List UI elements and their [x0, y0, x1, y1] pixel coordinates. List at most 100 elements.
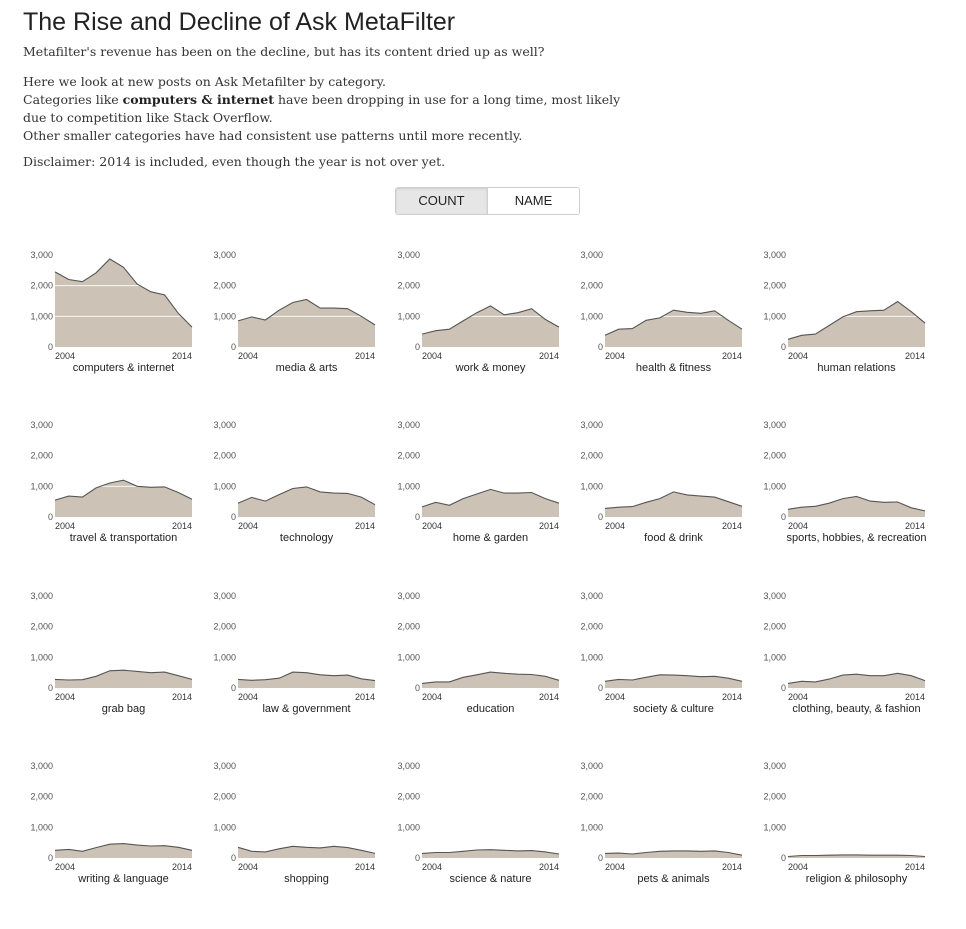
y-tick-label: 2,000 — [763, 281, 786, 291]
page-content: The Rise and Decline of Ask MetaFilter M… — [23, 8, 953, 171]
x-tick-label: 2014 — [355, 692, 375, 702]
x-tick-label: 2004 — [55, 692, 75, 702]
series-line — [54, 669, 193, 681]
y-tick-label: 2,000 — [213, 622, 236, 632]
y-tick-label: 2,000 — [30, 792, 53, 802]
x-tick-label: 2014 — [905, 692, 925, 702]
y-tick-label: 2,000 — [30, 451, 53, 461]
series-line — [604, 309, 743, 336]
y-tick-label: 3,000 — [397, 591, 420, 601]
x-tick-label: 2014 — [905, 351, 925, 361]
y-tick-label: 2,000 — [580, 622, 603, 632]
x-tick-label: 2014 — [539, 692, 559, 702]
category-label: writing & language — [77, 873, 169, 885]
area-fill — [422, 489, 559, 517]
y-tick-label: 1,000 — [580, 481, 603, 491]
area-fill — [422, 849, 559, 858]
y-tick-label: 2,000 — [30, 622, 53, 632]
y-tick-label: 3,000 — [30, 591, 53, 601]
category-label: society & culture — [633, 703, 714, 715]
chart-panel: 0 1,000 2,000 3,000 2004 2014 grab bag — [30, 591, 193, 715]
category-label: grab bag — [102, 703, 145, 715]
x-tick-label: 2004 — [55, 351, 75, 361]
area-fill — [238, 672, 375, 688]
y-tick-label: 2,000 — [763, 792, 786, 802]
category-label: law & government — [262, 703, 350, 715]
y-tick-label: 2,000 — [213, 451, 236, 461]
intro-line-2-start: Categories like — [23, 92, 123, 107]
category-label: health & fitness — [636, 362, 712, 374]
y-tick-label: 0 — [415, 342, 420, 352]
y-tick-label: 1,000 — [580, 822, 603, 832]
x-tick-label: 2004 — [605, 862, 625, 872]
y-tick-label: 1,000 — [397, 311, 420, 321]
y-tick-label: 0 — [231, 683, 236, 693]
chart-panel: 0 1,000 2,000 3,000 2004 2014 shopping — [213, 761, 376, 885]
area-fill — [788, 673, 925, 688]
x-tick-label: 2004 — [238, 692, 258, 702]
x-tick-label: 2014 — [539, 351, 559, 361]
x-tick-label: 2014 — [539, 862, 559, 872]
x-tick-label: 2004 — [238, 862, 258, 872]
area-fill — [788, 496, 925, 517]
x-tick-label: 2004 — [422, 692, 442, 702]
chart-panel: 0 1,000 2,000 3,000 2004 2014 media & arts — [213, 250, 376, 374]
x-tick-label: 2004 — [788, 862, 808, 872]
y-tick-label: 3,000 — [580, 761, 603, 771]
y-tick-label: 3,000 — [213, 250, 236, 260]
chart-panel: 0 1,000 2,000 3,000 2004 2014 work & money — [397, 250, 560, 374]
y-tick-label: 3,000 — [763, 250, 786, 260]
y-tick-label: 1,000 — [580, 652, 603, 662]
y-tick-label: 0 — [598, 512, 603, 522]
sort-toggle: COUNT NAME — [395, 187, 580, 215]
y-tick-label: 0 — [231, 853, 236, 863]
category-label: food & drink — [644, 532, 703, 544]
intro-line-2-end: have been dropping in use for a long tim… — [273, 92, 621, 107]
y-tick-label: 3,000 — [763, 761, 786, 771]
y-tick-label: 0 — [781, 853, 786, 863]
series-line — [787, 672, 926, 684]
y-tick-label: 3,000 — [763, 591, 786, 601]
y-tick-label: 2,000 — [213, 281, 236, 291]
y-tick-label: 3,000 — [763, 420, 786, 430]
area-fill — [788, 301, 925, 347]
series-line — [604, 491, 743, 509]
name-button[interactable]: NAME — [488, 188, 579, 214]
series-line — [421, 305, 560, 335]
area-fill — [55, 670, 192, 688]
x-tick-label: 2004 — [605, 351, 625, 361]
count-button[interactable]: COUNT — [396, 188, 488, 214]
y-tick-label: 2,000 — [30, 281, 53, 291]
category-label: computers & internet — [73, 362, 175, 374]
y-tick-label: 1,000 — [30, 822, 53, 832]
y-tick-label: 1,000 — [397, 652, 420, 662]
category-label: travel & transportation — [70, 532, 178, 544]
x-tick-label: 2014 — [539, 521, 559, 531]
area-fill — [55, 480, 192, 517]
area-fill — [422, 672, 559, 688]
y-tick-label: 2,000 — [397, 792, 420, 802]
y-tick-label: 1,000 — [30, 311, 53, 321]
chart-panel: 0 1,000 2,000 3,000 2004 2014 education — [397, 591, 560, 715]
x-tick-label: 2014 — [722, 692, 742, 702]
y-tick-label: 3,000 — [213, 420, 236, 430]
x-tick-label: 2004 — [422, 862, 442, 872]
area-fill — [605, 850, 742, 858]
series-line — [54, 843, 193, 852]
series-line — [237, 486, 376, 506]
y-tick-label: 3,000 — [213, 761, 236, 771]
area-fill — [605, 674, 742, 688]
y-tick-label: 0 — [48, 853, 53, 863]
x-tick-label: 2014 — [905, 521, 925, 531]
y-tick-label: 2,000 — [580, 451, 603, 461]
x-tick-label: 2004 — [605, 692, 625, 702]
chart-panel: 0 1,000 2,000 3,000 2004 2014 law & government — [213, 591, 376, 715]
y-tick-label: 3,000 — [397, 250, 420, 260]
y-tick-label: 2,000 — [580, 792, 603, 802]
x-tick-label: 2014 — [172, 862, 192, 872]
x-tick-label: 2014 — [172, 351, 192, 361]
intro-line-1: Here we look at new posts on Ask Metafil… — [23, 74, 386, 89]
